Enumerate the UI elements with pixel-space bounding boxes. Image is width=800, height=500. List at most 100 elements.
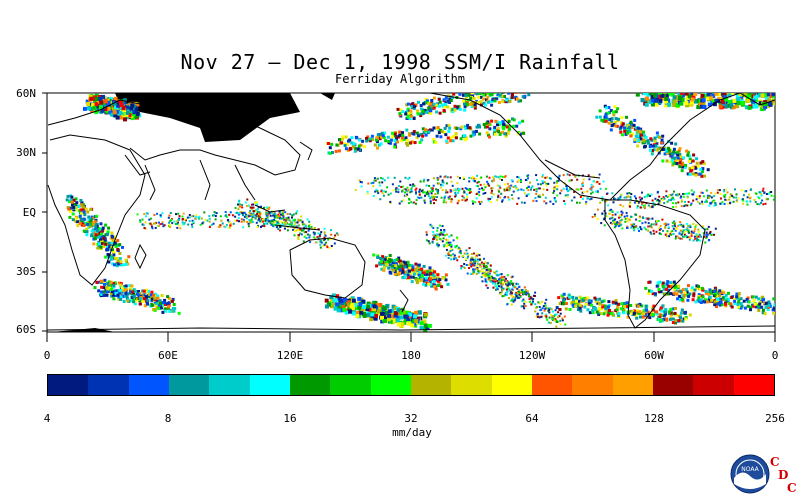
- rain-pixel: [155, 302, 159, 306]
- rain-pixel: [686, 222, 689, 225]
- rain-pixel: [429, 102, 433, 106]
- rain-pixel: [473, 264, 476, 267]
- rain-pixel: [441, 240, 444, 243]
- rain-pixel: [668, 235, 671, 238]
- rain-pixel: [683, 291, 687, 295]
- rain-pixel: [491, 187, 494, 190]
- rain-pixel: [720, 99, 725, 104]
- rain-pixel: [509, 292, 512, 295]
- rain-pixel: [399, 315, 404, 320]
- rain-pixel: [491, 275, 494, 278]
- rain-pixel: [618, 198, 621, 201]
- rain-pixel: [472, 202, 474, 205]
- rain-pixel: [438, 282, 442, 286]
- rain-pixel: [487, 133, 490, 137]
- rain-pixel: [658, 199, 661, 202]
- rain-pixel: [510, 280, 513, 282]
- rain-pixel: [523, 304, 526, 307]
- rain-pixel: [365, 139, 369, 143]
- rain-pixel: [555, 325, 558, 328]
- rain-pixel: [431, 188, 434, 191]
- rain-pixel: [471, 272, 474, 275]
- rain-pixel: [724, 198, 727, 201]
- rain-pixel: [508, 127, 511, 131]
- rain-pixel: [777, 203, 779, 205]
- rain-pixel: [96, 101, 101, 106]
- rain-pixel: [703, 174, 707, 178]
- rain-pixel: [396, 107, 400, 111]
- rain-pixel: [685, 290, 689, 294]
- rain-pixel: [188, 214, 191, 216]
- rain-pixel: [614, 218, 617, 221]
- rain-pixel: [717, 294, 721, 297]
- rain-pixel: [124, 290, 128, 294]
- rain-pixel: [297, 235, 299, 238]
- rain-pixel: [494, 288, 497, 291]
- rain-pixel: [681, 293, 685, 297]
- rain-pixel: [620, 210, 623, 213]
- rain-pixel: [591, 309, 595, 313]
- rain-pixel: [470, 105, 474, 108]
- rain-pixel: [386, 186, 389, 189]
- rain-pixel: [530, 188, 532, 191]
- rain-pixel: [731, 105, 736, 110]
- rain-pixel: [333, 242, 336, 245]
- rain-pixel: [687, 99, 692, 104]
- rain-pixel: [642, 139, 646, 143]
- rain-pixel: [646, 217, 649, 220]
- rain-pixel: [641, 191, 643, 194]
- rain-pixel: [727, 202, 729, 205]
- rain-pixel: [420, 107, 423, 111]
- rain-pixel: [493, 128, 497, 132]
- rain-pixel: [407, 178, 410, 181]
- rain-pixel: [511, 295, 514, 298]
- rain-pixel: [438, 111, 442, 115]
- rain-pixel: [718, 291, 722, 294]
- rain-pixel: [618, 222, 621, 225]
- rain-pixel: [414, 262, 418, 266]
- rain-pixel: [286, 213, 289, 215]
- rain-pixel: [581, 298, 585, 302]
- rain-pixel: [674, 237, 677, 240]
- rain-pixel: [391, 135, 395, 139]
- rain-pixel: [389, 200, 392, 203]
- rain-pixel: [477, 180, 480, 183]
- rain-pixel: [695, 157, 699, 161]
- rain-pixel: [462, 99, 466, 103]
- rain-pixel: [617, 302, 621, 306]
- rain-pixel: [486, 262, 489, 265]
- rain-pixel: [439, 224, 442, 227]
- rain-pixel: [647, 225, 650, 228]
- rain-pixel: [382, 258, 385, 262]
- rain-pixel: [483, 103, 487, 107]
- rain-pixel: [265, 206, 268, 209]
- rain-pixel: [605, 106, 609, 110]
- rain-pixel: [523, 87, 526, 90]
- rain-pixel: [657, 287, 661, 291]
- rain-pixel: [319, 243, 322, 246]
- rain-pixel: [492, 280, 495, 283]
- rain-pixel: [682, 293, 686, 297]
- rain-pixel: [523, 307, 526, 310]
- rain-pixel: [305, 231, 308, 233]
- rain-pixel: [226, 219, 229, 222]
- rain-pixel: [532, 300, 534, 303]
- rain-pixel: [560, 189, 563, 192]
- rain-pixel: [381, 192, 384, 195]
- rain-pixel: [631, 225, 634, 228]
- rain-pixel: [682, 224, 685, 227]
- rain-pixel: [679, 298, 683, 302]
- rain-pixel: [630, 126, 634, 130]
- rain-pixel: [412, 132, 416, 136]
- rain-pixel: [679, 316, 682, 320]
- rain-pixel: [251, 206, 254, 209]
- rain-pixel: [439, 233, 441, 236]
- rain-pixel: [558, 174, 561, 177]
- rain-pixel: [497, 176, 500, 179]
- rain-pixel: [680, 308, 684, 312]
- rain-pixel: [653, 93, 657, 98]
- rain-pixel: [194, 217, 197, 220]
- rain-pixel: [261, 224, 264, 227]
- rain-pixel: [707, 102, 712, 107]
- rain-pixel: [262, 218, 264, 221]
